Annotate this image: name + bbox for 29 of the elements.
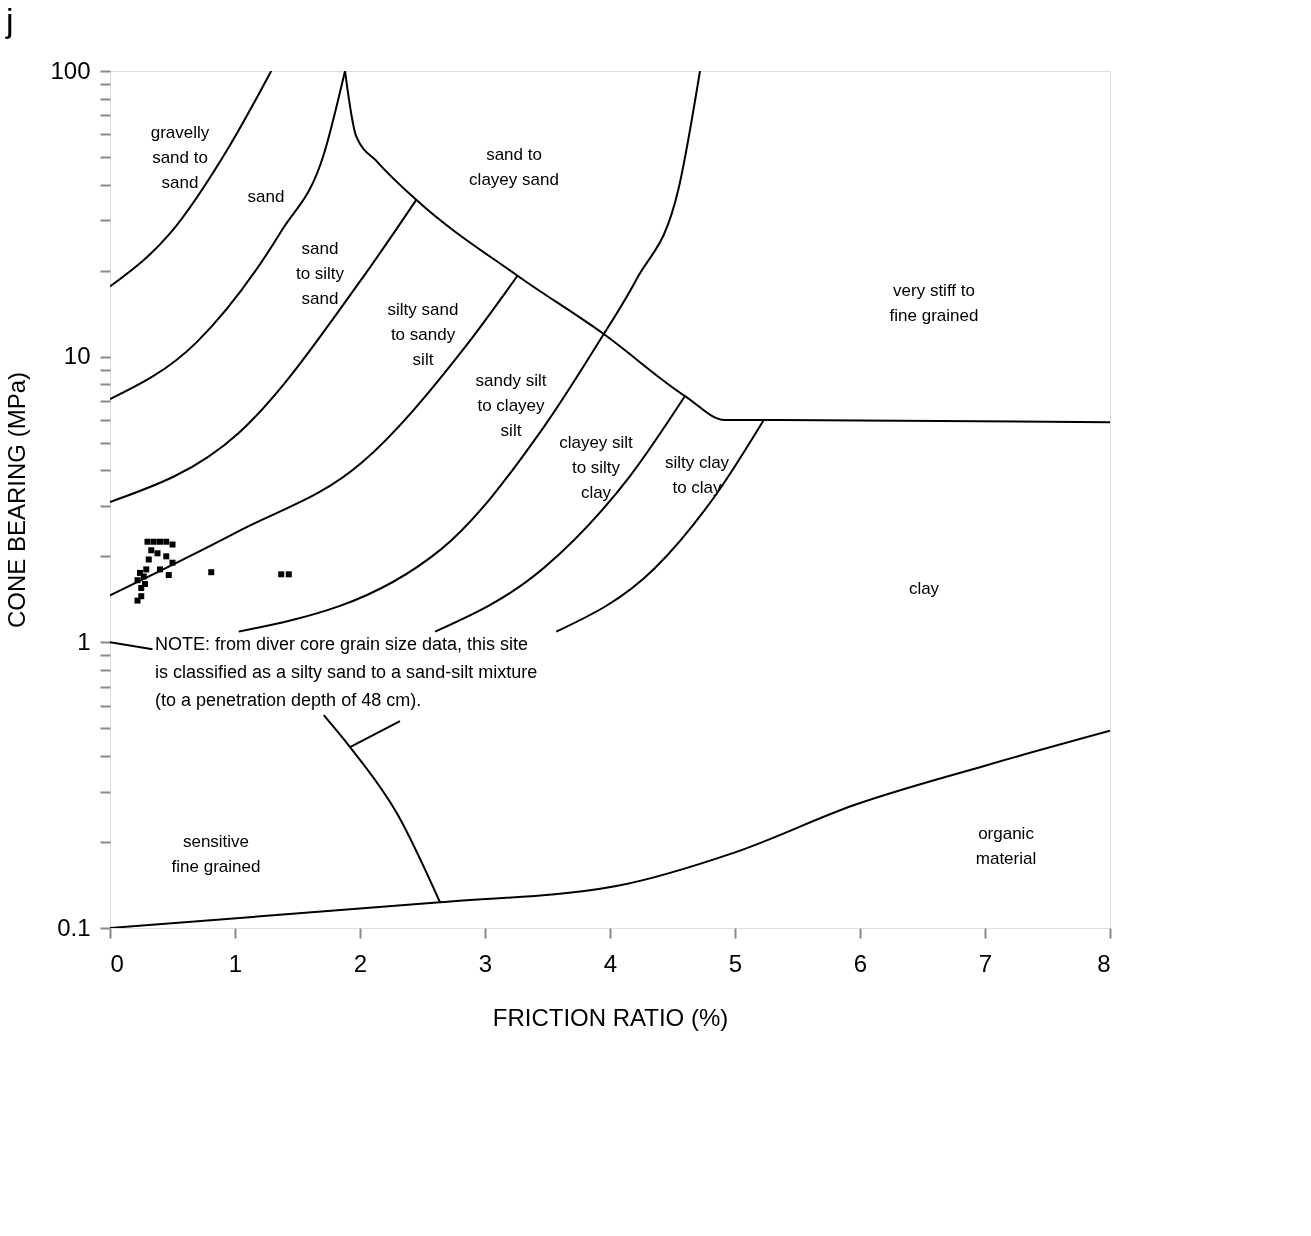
y-tick-label: 100	[50, 56, 91, 84]
x-tick-label: 3	[478, 949, 493, 977]
annotation: very stiff to fine grained	[889, 281, 979, 326]
annotation: silty sand to sandy silt	[387, 300, 459, 370]
annotation: NOTE: from diver core grain size data, this site is classified as a silty sand to a sand-silt mixture (to a penetration depth of 48 cm).	[155, 633, 538, 710]
x-tick-label: 4	[603, 949, 618, 977]
y-tick-label: 1	[77, 627, 91, 655]
annotation: sandy silt to clayey silt	[475, 371, 547, 441]
annotation: sand to clayey sand	[469, 144, 559, 189]
annotation: sensitive fine grained	[171, 832, 261, 877]
x-tick-label: 7	[978, 949, 993, 977]
x-tick-label: 8	[1097, 949, 1111, 977]
chart-title: j	[4, 1, 14, 39]
x-axis-title: FRICTION RATIO (%)	[492, 1003, 729, 1031]
annotation: silty clay to clay	[664, 452, 730, 497]
y-axis-title: CONE BEARING (MPa)	[3, 371, 31, 629]
annotation: sand	[247, 186, 285, 206]
x-tick-label: 6	[853, 949, 868, 977]
x-tick-label: 5	[728, 949, 743, 977]
annotation: organic material	[975, 823, 1037, 868]
annotation: clayey silt to silty clay	[559, 432, 634, 502]
y-tick-label: 0.1	[57, 913, 91, 941]
y-tick-label: 10	[63, 342, 91, 370]
annotation: clay	[908, 578, 940, 598]
x-tick-label: 1	[228, 949, 243, 977]
annotation: gravelly sand to sand	[150, 122, 210, 192]
annotation: sand to silty sand	[295, 239, 345, 309]
x-tick-label: 0	[110, 949, 124, 977]
x-tick-label: 2	[353, 949, 368, 977]
